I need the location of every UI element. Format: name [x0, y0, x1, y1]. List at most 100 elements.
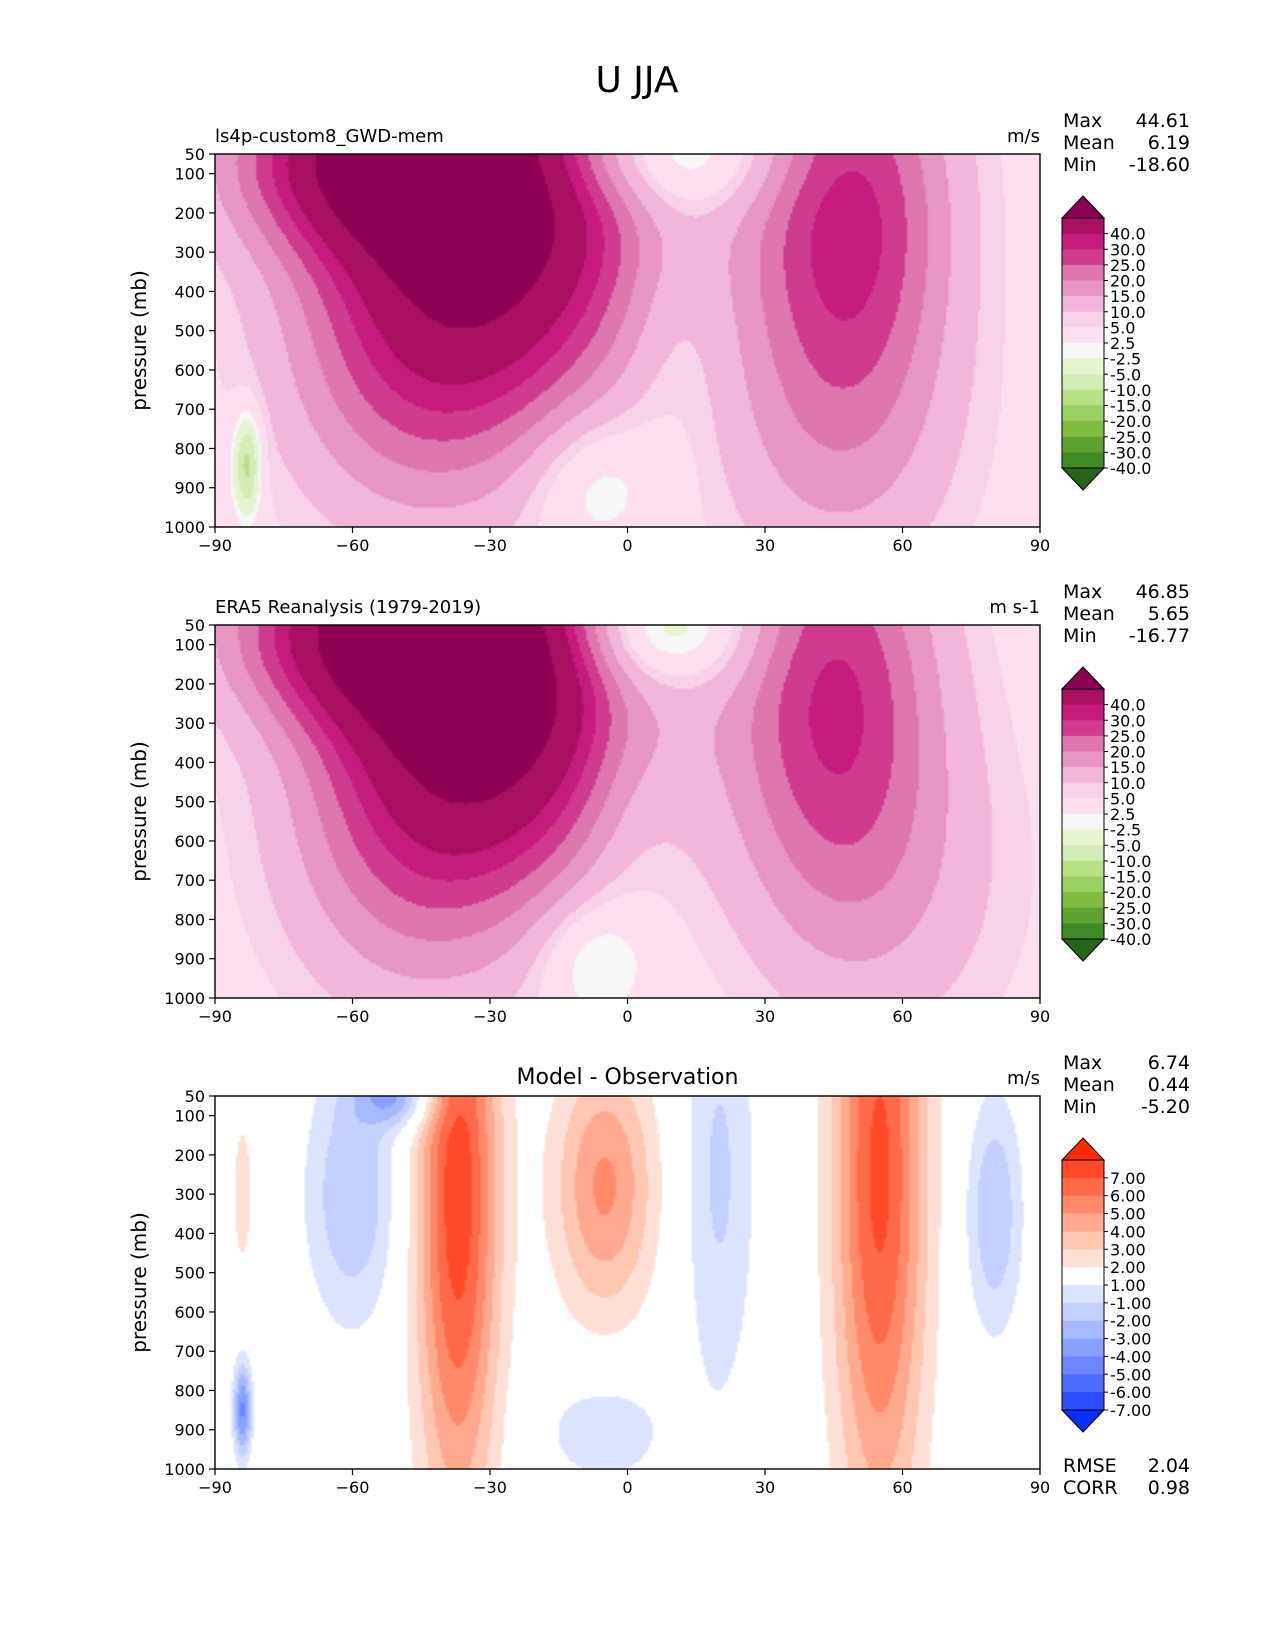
colorbar-label: -25.0: [1110, 899, 1151, 918]
y-tick-label: 50: [185, 1087, 205, 1106]
colorbar-label: 10.0: [1110, 303, 1146, 322]
stat-label: Mean: [1063, 1074, 1115, 1096]
colorbar-label: 40.0: [1110, 696, 1146, 715]
colorbar-band: [1062, 720, 1104, 737]
x-tick-label: −60: [336, 1478, 370, 1497]
stat-value: 6.19: [1148, 132, 1190, 154]
colorbar-label: 25.0: [1110, 727, 1146, 746]
x-tick-label: 60: [892, 1007, 912, 1026]
colorbar-label: 5.0: [1110, 318, 1135, 337]
x-tick-label: 60: [892, 1478, 912, 1497]
stat-value: 44.61: [1136, 110, 1190, 132]
colorbar-extend-min: [1060, 938, 1106, 962]
stat-value: 2.04: [1148, 1455, 1190, 1477]
colorbar-band: [1062, 1213, 1104, 1232]
colorbar-band: [1062, 311, 1104, 328]
colorbar-label: -2.5: [1110, 821, 1141, 840]
colorbar: 40.030.025.020.015.010.05.02.5-2.5-5.0-1…: [1060, 666, 1151, 962]
colorbar-band: [1062, 704, 1104, 721]
stat-value: -18.60: [1129, 154, 1190, 176]
x-tick-label: 30: [755, 1007, 775, 1026]
colorbar-label: 30.0: [1110, 240, 1146, 259]
x-tick-label: −30: [473, 1007, 507, 1026]
y-tick-label: 50: [185, 145, 205, 164]
colorbar-band: [1062, 421, 1104, 438]
x-tick-label: 30: [755, 1478, 775, 1497]
colorbar-label: -2.00: [1110, 1312, 1151, 1331]
colorbar-label: -6.00: [1110, 1383, 1151, 1402]
stat-value: 0.98: [1148, 1477, 1190, 1499]
field-model: [215, 154, 1040, 527]
y-tick-label: 300: [174, 714, 205, 733]
x-tick-label: 90: [1030, 536, 1050, 555]
colorbar-extend-min: [1060, 467, 1106, 491]
colorbar-label: 7.00: [1110, 1169, 1146, 1188]
stat-label: Max: [1063, 581, 1102, 603]
colorbar-label: -15.0: [1110, 868, 1151, 887]
colorbar-label: -2.5: [1110, 350, 1141, 369]
stat-label: Min: [1063, 154, 1097, 176]
y-tick-label: 400: [174, 1224, 205, 1243]
y-tick-label: 1000: [164, 1460, 205, 1479]
y-tick-label: 100: [174, 165, 205, 184]
stat-value: -5.20: [1141, 1096, 1190, 1118]
y-tick-label: 100: [174, 1107, 205, 1126]
colorbar-band: [1062, 327, 1104, 344]
stat-value: 5.65: [1148, 603, 1190, 625]
colorbar-label: 2.5: [1110, 805, 1135, 824]
colorbar-band: [1062, 1338, 1104, 1357]
field-diff: [215, 1096, 1040, 1469]
x-tick-label: 0: [622, 536, 632, 555]
colorbar-band: [1062, 1195, 1104, 1215]
colorbar-band: [1062, 374, 1104, 391]
colorbar-label: -7.00: [1110, 1401, 1151, 1420]
y-tick-label: 500: [174, 322, 205, 341]
colorbar-band: [1062, 1302, 1104, 1322]
colorbar-label: 2.00: [1110, 1258, 1146, 1277]
stat-value: -16.77: [1129, 625, 1190, 647]
y-tick-label: 300: [174, 243, 205, 262]
colorbar-label: -5.0: [1110, 365, 1141, 384]
colorbar-band: [1062, 1231, 1104, 1250]
stat-label: RMSE: [1063, 1455, 1117, 1477]
y-tick-label: 900: [174, 479, 205, 498]
y-tick-label: 700: [174, 400, 205, 419]
colorbar-band: [1062, 264, 1104, 281]
colorbar-label: -10.0: [1110, 381, 1151, 400]
y-tick-label: 900: [174, 950, 205, 969]
colorbar-label: 4.00: [1110, 1222, 1146, 1241]
field-obs: [215, 625, 1040, 998]
panel-title: ls4p-custom8_GWD-mem: [215, 126, 444, 147]
y-tick-label: 600: [174, 832, 205, 851]
y-axis-label: pressure (mb): [127, 270, 151, 411]
colorbar-label: 6.00: [1110, 1187, 1146, 1206]
colorbar-band: [1062, 1160, 1104, 1179]
colorbar-label: -10.0: [1110, 852, 1151, 871]
y-axis-label: pressure (mb): [127, 1212, 151, 1353]
units-label: m s-1: [989, 597, 1040, 618]
colorbar-label: -5.0: [1110, 836, 1141, 855]
colorbar-band: [1062, 452, 1104, 469]
colorbar-label: 1.00: [1110, 1276, 1146, 1295]
y-tick-label: 200: [174, 204, 205, 223]
stat-label: Min: [1063, 1096, 1097, 1118]
colorbar-label: -20.0: [1110, 883, 1151, 902]
y-tick-label: 700: [174, 1342, 205, 1361]
colorbar-band: [1062, 1392, 1104, 1411]
colorbar-label: 3.00: [1110, 1240, 1146, 1259]
colorbar-extend-max: [1060, 666, 1106, 690]
y-tick-label: 600: [174, 361, 205, 380]
x-tick-label: −90: [198, 536, 232, 555]
y-tick-label: 200: [174, 1146, 205, 1165]
colorbar-band: [1062, 829, 1104, 846]
stat-value: 0.44: [1148, 1074, 1190, 1096]
colorbar-label: 15.0: [1110, 758, 1146, 777]
colorbar-label: -15.0: [1110, 397, 1151, 416]
stat-label: Max: [1063, 1052, 1102, 1074]
x-tick-label: −90: [198, 1007, 232, 1026]
colorbar-band: [1062, 1320, 1104, 1340]
colorbar-label: -25.0: [1110, 428, 1151, 447]
y-axis-label: pressure (mb): [127, 741, 151, 882]
